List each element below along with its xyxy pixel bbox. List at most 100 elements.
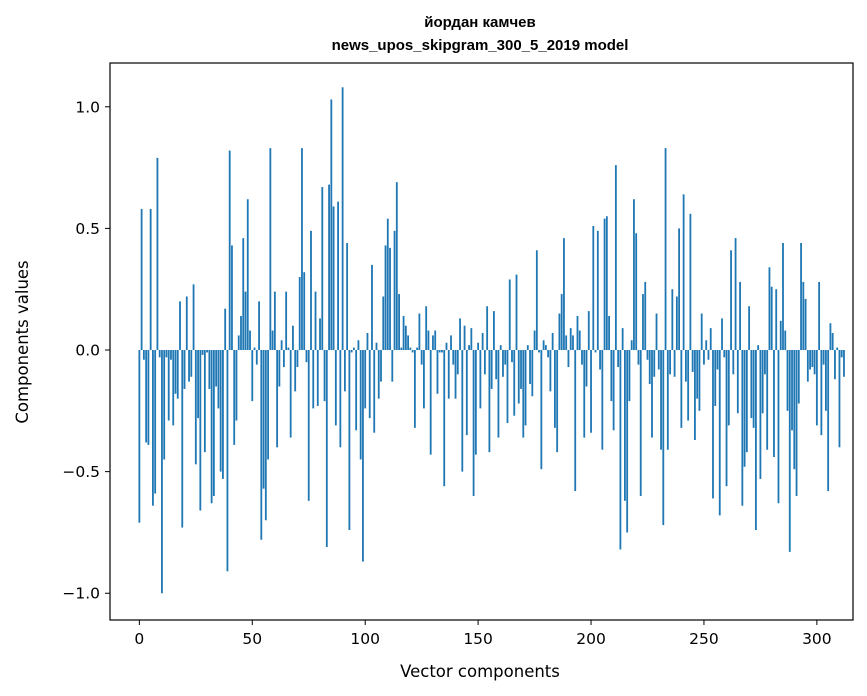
- bar: [689, 213, 692, 351]
- bar: [226, 350, 229, 572]
- bar: [353, 347, 355, 351]
- bar: [258, 301, 260, 351]
- bar: [210, 350, 213, 504]
- bar: [754, 350, 757, 530]
- plot-area-frame: [109, 62, 854, 621]
- bar: [292, 325, 294, 351]
- bar: [709, 328, 712, 351]
- bar: [181, 350, 184, 528]
- bar: [201, 350, 204, 355]
- bar: [811, 350, 814, 368]
- bar: [712, 350, 714, 499]
- bar: [529, 350, 531, 385]
- x-tick-label: 150: [463, 630, 493, 648]
- bar: [373, 350, 376, 433]
- y-axis-ticks: −1.0 −0.5 0.0 0.5 1.0: [62, 98, 110, 603]
- bar: [416, 347, 419, 351]
- bar: [502, 350, 504, 377]
- bar: [766, 350, 769, 450]
- bar: [427, 330, 430, 351]
- bar: [454, 350, 457, 399]
- bar: [757, 345, 760, 351]
- bar: [786, 350, 789, 411]
- bar: [420, 350, 423, 365]
- bar: [411, 350, 414, 353]
- bar: [705, 340, 708, 351]
- bar: [418, 313, 421, 351]
- bar: [517, 350, 520, 404]
- bar: [325, 350, 328, 548]
- bar: [653, 350, 656, 377]
- bar: [305, 350, 308, 363]
- bar: [158, 350, 161, 358]
- chart-title-line-2: news_upos_skipgram_300_5_2019 model: [332, 37, 629, 54]
- bar: [398, 294, 400, 351]
- bar: [698, 350, 701, 411]
- bar: [569, 328, 572, 351]
- bar: [687, 350, 690, 421]
- bar: [655, 313, 658, 351]
- bar: [662, 350, 665, 526]
- bar: [673, 350, 676, 377]
- bar: [560, 294, 563, 351]
- bar: [330, 99, 333, 351]
- x-tick-label: 250: [689, 630, 719, 648]
- bar: [343, 350, 346, 392]
- bar: [185, 296, 188, 351]
- bar: [732, 350, 735, 375]
- bar: [206, 350, 209, 353]
- y-axis-label: Components values: [13, 260, 32, 423]
- bar: [624, 350, 626, 501]
- bar: [438, 350, 441, 353]
- bar: [610, 350, 613, 402]
- bar: [526, 345, 529, 351]
- bar: [170, 350, 172, 360]
- bar: [368, 350, 371, 419]
- bar: [441, 350, 443, 353]
- bar: [567, 350, 570, 368]
- bar: [684, 350, 687, 382]
- bar: [533, 330, 536, 351]
- bar: [797, 350, 800, 404]
- bar: [271, 330, 274, 351]
- bar: [400, 347, 403, 351]
- bar: [678, 228, 681, 351]
- bar: [328, 184, 330, 351]
- bar: [614, 165, 617, 351]
- bar: [407, 335, 410, 351]
- bar: [587, 311, 590, 351]
- bar: [707, 350, 710, 360]
- bar: [818, 281, 821, 351]
- bar: [138, 350, 141, 523]
- bar: [362, 350, 364, 562]
- bar: [703, 350, 705, 365]
- bar: [585, 350, 588, 387]
- bar: [648, 350, 651, 385]
- bar: [488, 350, 491, 453]
- bar: [594, 350, 597, 353]
- bar: [251, 350, 254, 402]
- bar: [583, 350, 586, 438]
- bar: [463, 325, 466, 351]
- bar: [809, 350, 811, 370]
- bar: [770, 286, 773, 351]
- bar: [445, 342, 448, 351]
- bar: [481, 332, 484, 351]
- bar: [836, 347, 839, 351]
- bar: [366, 332, 369, 351]
- bar: [203, 350, 206, 453]
- bar: [657, 350, 660, 370]
- bar: [474, 350, 477, 455]
- bar: [495, 350, 498, 380]
- bar: [603, 218, 606, 351]
- bar: [490, 350, 493, 389]
- bar: [276, 350, 279, 448]
- bar: [499, 345, 502, 351]
- bar: [233, 350, 236, 445]
- bar: [319, 318, 321, 351]
- bar: [334, 350, 337, 426]
- bar: [721, 318, 723, 351]
- bar: [675, 296, 678, 351]
- bar: [511, 350, 513, 363]
- bar: [240, 315, 242, 351]
